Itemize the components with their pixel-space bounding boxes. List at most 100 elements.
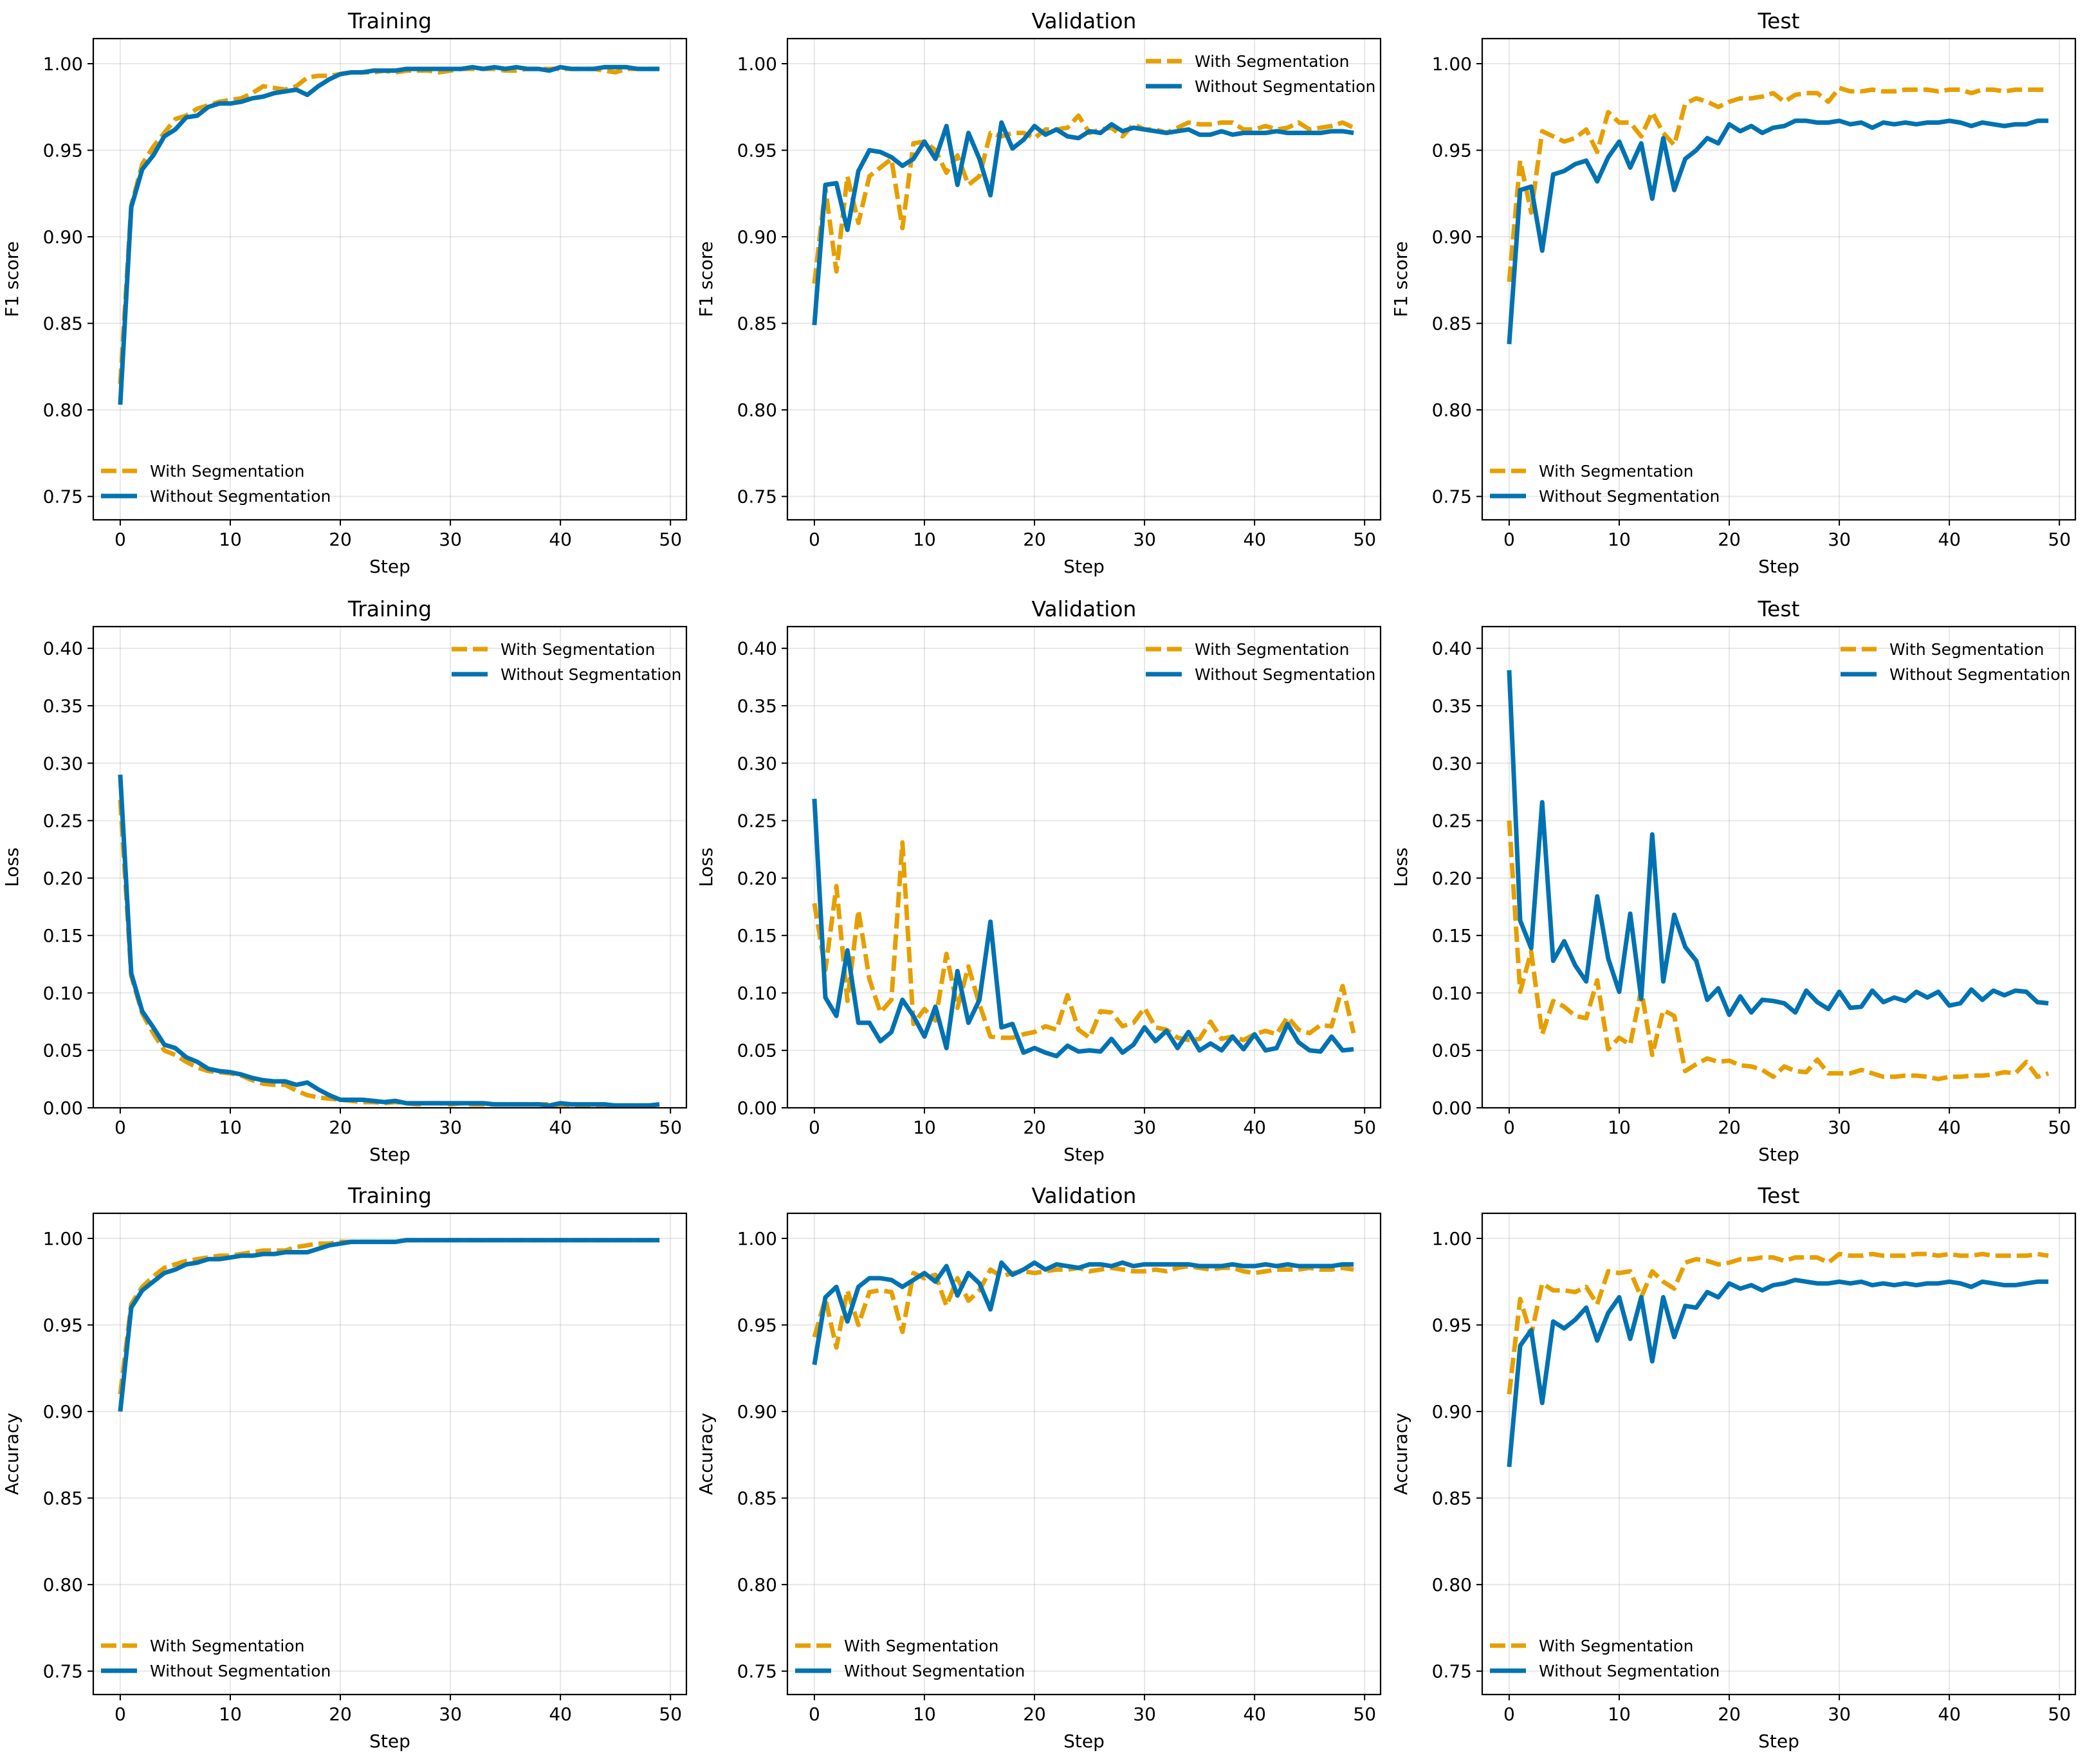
f1-training-ytick-label: 1.00 <box>43 53 83 75</box>
loss-test-ytick-label: 0.25 <box>1432 811 1472 832</box>
f1-test-xtick-label: 40 <box>1938 529 1961 550</box>
acc-validation-legend-label-with: With Segmentation <box>844 1637 998 1655</box>
loss-training-series-without-line <box>118 774 660 1108</box>
acc-test-xtick-label: 30 <box>1828 1704 1851 1725</box>
f1-training-ytick-label: 0.75 <box>43 486 83 508</box>
acc-validation-xtick-label: 20 <box>1023 1704 1046 1725</box>
loss-test-xtick-label: 10 <box>1608 1117 1631 1138</box>
acc-validation-ytick-label: 0.90 <box>737 1401 777 1422</box>
loss-training-legend-label-without: Without Segmentation <box>501 665 681 684</box>
loss-validation-axes: 0 10 20 30 40 50 0.00 0.05 0.10 0.15 0.20 0.25 0.30 0… <box>695 596 1382 1165</box>
f1-test-ytick-label: 0.75 <box>1432 486 1472 508</box>
acc-validation-ytick-label: 0.95 <box>737 1315 777 1336</box>
loss-validation-title: Validation <box>1032 596 1137 621</box>
loss-test-xtick-label: 20 <box>1718 1117 1741 1138</box>
loss-training-ylabel: Loss <box>1 847 23 887</box>
acc-training-ytick-label: 0.85 <box>43 1488 83 1509</box>
acc-training-legend: With Segmentation Without Segmentation <box>101 1637 331 1680</box>
f1-validation-ytick-label: 0.95 <box>737 140 777 161</box>
f1-test-ylabel: F1 score <box>1390 241 1411 317</box>
f1-validation-ytick-label: 0.85 <box>737 313 777 335</box>
acc-validation-ytick-label: 0.85 <box>737 1488 777 1509</box>
acc-validation-xtick-label: 40 <box>1243 1704 1266 1725</box>
acc-training-legend-label-without: Without Segmentation <box>150 1662 331 1680</box>
acc-validation-xtick-label: 50 <box>1353 1704 1376 1725</box>
loss-test-ytick-label: 0.10 <box>1432 982 1472 1004</box>
loss-test-xtick-label: 50 <box>2048 1117 2071 1138</box>
loss-training-series-with-line <box>118 800 660 1108</box>
acc-training-xtick-label: 0 <box>115 1704 126 1725</box>
loss-test-legend: With Segmentation Without Segmentation <box>1841 640 2070 684</box>
loss-training-xtick-label: 40 <box>549 1117 572 1138</box>
f1-validation-ytick-label: 0.90 <box>737 226 777 248</box>
f1-training-title: Training <box>347 8 432 33</box>
acc-validation-title: Validation <box>1032 1183 1137 1208</box>
loss-training-ytick-label: 0.15 <box>43 925 83 946</box>
f1-training-ytick-label: 0.85 <box>43 313 83 335</box>
loss-training-xtick-label: 10 <box>219 1117 242 1138</box>
acc-training-series-without-line <box>118 1238 660 1412</box>
loss-training-xtick-label: 50 <box>659 1117 682 1138</box>
loss-validation-ylabel: Loss <box>695 847 717 887</box>
acc-validation-xlabel: Step <box>1063 1731 1105 1752</box>
f1-test-title: Test <box>1758 8 1800 33</box>
f1-training-legend-label-with: With Segmentation <box>150 462 304 481</box>
loss-test-axes: 0 10 20 30 40 50 0.00 0.05 0.10 0.15 0.20 0.25 0.30 0… <box>1390 596 2077 1165</box>
f1-test-xtick-label: 20 <box>1718 529 1741 550</box>
acc-test-legend: With Segmentation Without Segmentation <box>1490 1637 1720 1680</box>
f1-test-xlabel: Step <box>1758 556 1799 577</box>
f1-validation-ytick-label: 0.80 <box>737 400 777 421</box>
acc-test-xtick-label: 0 <box>1503 1704 1515 1725</box>
loss-test-ytick-label: 0.35 <box>1432 695 1472 717</box>
acc-training-ylabel: Accuracy <box>1 1413 23 1495</box>
f1-validation-series-without-line <box>812 120 1354 326</box>
f1-validation-xtick-label: 10 <box>913 529 936 550</box>
loss-validation-xlabel: Step <box>1063 1144 1105 1165</box>
acc-test-ytick-label: 0.90 <box>1432 1401 1472 1422</box>
loss-test-ytick-label: 0.20 <box>1432 868 1472 889</box>
f1-test-series-without-line <box>1507 118 2049 345</box>
acc-test-xtick-label: 10 <box>1608 1704 1631 1725</box>
loss-training-ytick-label: 0.05 <box>43 1040 83 1061</box>
loss-training-frame <box>92 625 688 1109</box>
f1-validation-title: Validation <box>1032 8 1137 33</box>
f1-training-xlabel: Step <box>369 556 410 577</box>
f1-validation-ytick-label: 1.00 <box>737 53 777 75</box>
acc-validation-ytick-label: 0.80 <box>737 1574 777 1595</box>
f1-validation-series-with-line <box>812 113 1355 284</box>
acc-training-axes: 0 10 20 30 40 50 0.75 0.80 0.85 0.90 0.95 1.00 Train… <box>1 1183 688 1752</box>
loss-training-xtick-label: 0 <box>115 1117 126 1138</box>
loss-test-ylabel: Loss <box>1390 847 1411 887</box>
loss-validation-xtick-label: 20 <box>1023 1117 1046 1138</box>
loss-training-xtick-label: 20 <box>329 1117 352 1138</box>
acc-training-xtick-label: 20 <box>329 1704 352 1725</box>
f1-training-xtick-label: 20 <box>329 529 352 550</box>
loss-training-ytick-label: 0.30 <box>43 753 83 774</box>
f1-training-axes: 0 10 20 30 40 50 0.75 0.80 0.85 0.90 0.95 1.00 Train… <box>1 8 688 577</box>
f1-validation-xtick-label: 30 <box>1133 529 1156 550</box>
loss-training-title: Training <box>347 596 432 621</box>
f1-training-legend-label-without: Without Segmentation <box>150 487 331 506</box>
f1-training-xtick-label: 30 <box>439 529 462 550</box>
loss-training-ytick-label: 0.35 <box>43 695 83 717</box>
acc-training-legend-label-with: With Segmentation <box>150 1637 304 1655</box>
loss-validation-series-without-line <box>812 798 1354 1059</box>
acc-training-ytick-label: 0.90 <box>43 1401 83 1422</box>
f1-training-xtick-label: 0 <box>115 529 126 550</box>
f1-validation-ylabel: F1 score <box>695 241 717 317</box>
loss-validation-ytick-label: 0.05 <box>737 1040 777 1061</box>
f1-validation-legend-label-without: Without Segmentation <box>1195 77 1375 96</box>
acc-test-ytick-label: 0.80 <box>1432 1574 1472 1595</box>
f1-validation-xlabel: Step <box>1063 556 1105 577</box>
acc-training-xtick-label: 30 <box>439 1704 462 1725</box>
loss-validation-xtick-label: 10 <box>913 1117 936 1138</box>
f1-validation-frame <box>786 37 1382 521</box>
f1-training-legend: With Segmentation Without Segmentation <box>101 462 331 506</box>
f1-training-frame <box>92 37 688 521</box>
loss-validation-ytick-label: 0.25 <box>737 811 777 832</box>
acc-test-axes: 0 10 20 30 40 50 0.75 0.80 0.85 0.90 0.95 1.00 Test S… <box>1390 1183 2077 1752</box>
acc-test-xlabel: Step <box>1758 1731 1799 1752</box>
acc-test-ytick-label: 1.00 <box>1432 1228 1472 1249</box>
f1-validation-legend: With Segmentation Without Segmentation <box>1146 52 1375 96</box>
